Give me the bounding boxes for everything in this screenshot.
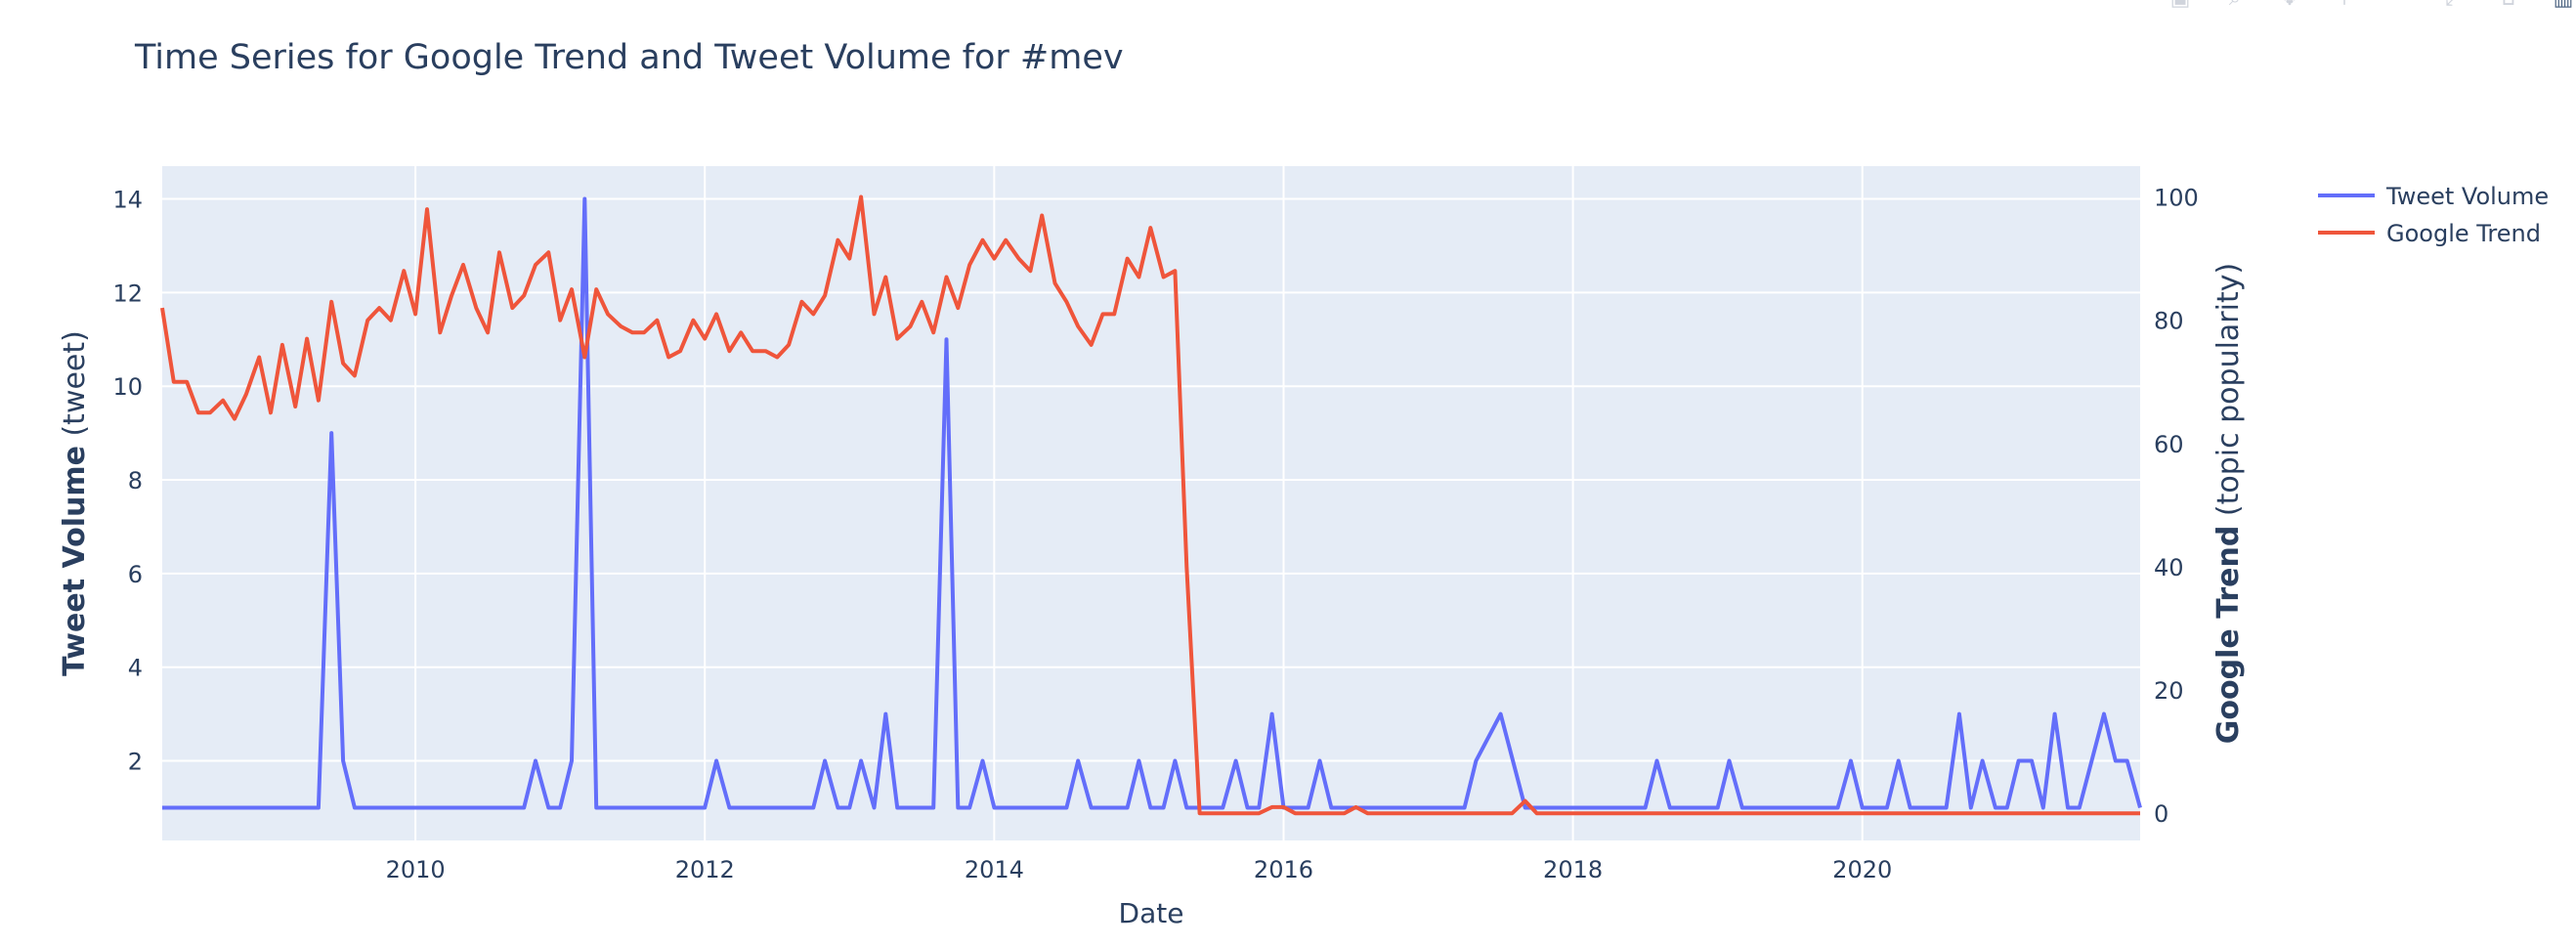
y-left-axis-label-bold: Tweet Volume <box>58 446 92 676</box>
y-right-tick-label: 100 <box>2154 185 2199 212</box>
y-left-axis-label-normal: (tweet) <box>58 330 92 446</box>
y-left-tick-label: 4 <box>128 655 143 682</box>
y-right-tick-label: 80 <box>2154 308 2184 335</box>
zoom-icon[interactable]: ⌕ <box>2222 0 2248 10</box>
modebar: ▣ ⌕ ✥ ＋ － ⤢ ⌂ ▥ <box>2168 0 2576 12</box>
series-line-google-trend <box>160 194 2140 816</box>
x-axis-label: Date <box>1119 897 1184 929</box>
x-tick-label: 2014 <box>965 856 1024 883</box>
y-left-tick-label: 14 <box>112 187 143 214</box>
y-left-tick-labels: 2 4 6 8 10 12 14 <box>112 187 143 776</box>
y-left-tick-label: 10 <box>112 373 143 401</box>
series-line-tweet-volume <box>162 196 2142 810</box>
autoscale-icon[interactable]: ⤢ <box>2441 0 2467 10</box>
y-right-tick-label: 40 <box>2154 554 2184 581</box>
x-tick-label: 2016 <box>1254 856 1313 883</box>
zoom-out-icon[interactable]: － <box>2386 0 2412 10</box>
y-left-axis-label: Tweet Volume (tweet) <box>58 330 92 676</box>
legend-item[interactable]: Google Trend <box>2386 220 2541 247</box>
y-left-tick-label: 2 <box>128 749 143 776</box>
y-right-tick-label: 20 <box>2154 677 2184 705</box>
pan-icon[interactable]: ✥ <box>2277 0 2302 10</box>
x-tick-label: 2020 <box>1832 856 1892 883</box>
plot-area <box>162 166 2140 840</box>
y-left-tick-label: 8 <box>128 467 143 494</box>
y-left-tick-label: 12 <box>112 280 143 307</box>
series-lines <box>160 194 2142 816</box>
y-right-axis-label-bold: Google Trend <box>2211 526 2246 745</box>
x-tick-labels: 2010 2012 2014 2016 2018 2020 <box>386 856 1893 883</box>
x-tick-label: 2010 <box>386 856 446 883</box>
legend-item[interactable]: Tweet Volume <box>2385 183 2549 210</box>
zoom-in-icon[interactable]: ＋ <box>2332 0 2357 10</box>
legend: Tweet Volume Google Trend <box>2318 183 2549 247</box>
y-left-tick-label: 6 <box>128 561 143 588</box>
x-tick-label: 2012 <box>675 856 735 883</box>
x-tick-label: 2018 <box>1543 856 1603 883</box>
chart-title: Time Series for Google Trend and Tweet V… <box>134 38 1124 77</box>
y-right-tick-labels: 0 20 40 60 80 100 <box>2154 185 2199 829</box>
plotly-logo-icon[interactable]: ▥ <box>2551 0 2576 10</box>
y-right-axis-label: Google Trend (topic popularity) <box>2211 263 2246 744</box>
y-right-tick-label: 60 <box>2154 431 2184 458</box>
y-right-axis-label-normal: (topic popularity) <box>2211 263 2246 526</box>
y-right-tick-label: 0 <box>2154 800 2168 828</box>
reset-axes-icon[interactable]: ⌂ <box>2496 0 2521 10</box>
camera-icon[interactable]: ▣ <box>2168 0 2193 10</box>
